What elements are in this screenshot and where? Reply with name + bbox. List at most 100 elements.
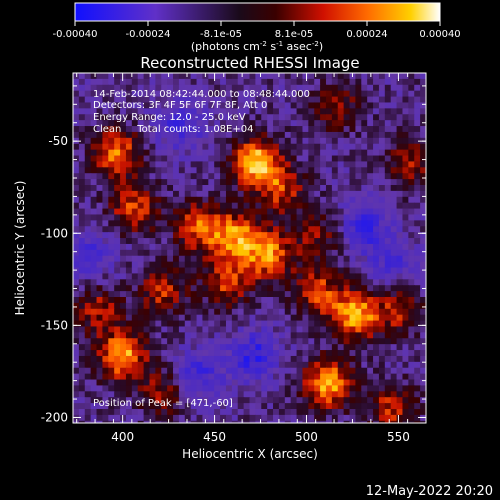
heatmap-cell: [302, 397, 309, 404]
heatmap-cell: [320, 249, 327, 257]
heatmap-cell: [331, 332, 339, 339]
heatmap-cell: [367, 78, 374, 86]
heatmap-cell: [173, 155, 180, 163]
heatmap-cell: [255, 332, 262, 339]
heatmap-cell: [84, 273, 92, 280]
heatmap-cell: [149, 273, 156, 280]
heatmap-cell: [108, 326, 115, 333]
heatmap-cell: [343, 179, 351, 186]
heatmap-cell: [384, 302, 392, 310]
heatmap-cell: [355, 108, 362, 115]
heatmap-cell: [378, 226, 386, 233]
heatmap-cell: [120, 96, 127, 104]
heatmap-cell: [355, 320, 362, 328]
heatmap-cell: [355, 267, 362, 275]
heatmap-cell: [426, 150, 432, 156]
heatmap-cell: [137, 338, 145, 345]
heatmap-cell: [208, 120, 215, 127]
heatmap-cell: [420, 373, 426, 381]
heatmap-cell: [143, 173, 151, 180]
heatmap-cell: [143, 238, 151, 245]
heatmap-cell: [308, 302, 315, 310]
heatmap-cell: [190, 179, 198, 186]
heatmap-cell: [308, 350, 315, 357]
heatmap-cell: [243, 78, 251, 86]
heatmap-cell: [426, 238, 432, 244]
heatmap-cell: [408, 143, 415, 151]
heatmap-cell: [367, 249, 374, 257]
heatmap-cell: [426, 356, 432, 362]
heatmap-cell: [173, 314, 180, 322]
heatmap-cell: [90, 167, 98, 174]
heatmap-cell: [237, 238, 245, 245]
heatmap-cell: [426, 409, 432, 415]
heatmap-cell: [408, 84, 415, 92]
heatmap-cell: [149, 179, 156, 186]
heatmap-cell: [78, 232, 86, 239]
heatmap-cell: [231, 344, 239, 351]
heatmap-cell: [196, 255, 204, 263]
heatmap-cell: [361, 427, 367, 433]
heatmap-cell: [143, 273, 151, 280]
heatmap-cell: [390, 196, 398, 204]
heatmap-cell: [173, 261, 180, 269]
heatmap-cell: [408, 267, 415, 275]
heatmap-cell: [137, 149, 145, 157]
heatmap-cell: [161, 190, 168, 198]
heatmap-cell: [78, 196, 86, 204]
heatmap-cell: [408, 291, 415, 298]
heatmap-cell: [225, 273, 233, 280]
heatmap-cell: [231, 84, 239, 92]
heatmap-cell: [320, 167, 327, 174]
heatmap-cell: [237, 414, 245, 422]
heatmap-cell: [308, 149, 315, 157]
heatmap-cell: [131, 137, 139, 145]
heatmap-cell: [414, 373, 421, 381]
heatmap-cell: [296, 344, 304, 351]
heatmap-cell: [243, 332, 251, 339]
heatmap-cell: [337, 108, 345, 115]
heatmap-cell: [414, 427, 420, 433]
heatmap-cell: [225, 232, 233, 239]
heatmap-cell: [178, 385, 186, 392]
heatmap-cell: [90, 297, 98, 304]
heatmap-cell: [178, 155, 186, 163]
heatmap-cell: [273, 84, 280, 92]
heatmap-cell: [349, 190, 356, 198]
heatmap-cell: [402, 308, 409, 316]
heatmap-cell: [320, 267, 327, 275]
heatmap-cell: [367, 409, 374, 416]
heatmap-cell: [273, 137, 280, 145]
heatmap-cell: [320, 96, 327, 104]
heatmap-cell: [78, 126, 86, 133]
heatmap-cell: [220, 255, 227, 263]
heatmap-cell: [402, 114, 409, 121]
heatmap-cell: [184, 379, 192, 387]
heatmap-cell: [120, 208, 127, 216]
heatmap-cell: [225, 155, 233, 163]
heatmap-cell: [155, 96, 162, 104]
heatmap-cell: [320, 285, 327, 292]
heatmap-cell: [249, 273, 256, 280]
heatmap-cell: [414, 279, 421, 286]
heatmap-cell: [196, 320, 204, 328]
heatmap-cell: [402, 273, 409, 280]
heatmap-cell: [414, 173, 421, 180]
heatmap-cell: [243, 414, 251, 422]
heatmap-cell: [238, 427, 244, 433]
heatmap-cell: [108, 249, 115, 257]
heatmap-cell: [114, 385, 121, 392]
heatmap-cell: [325, 302, 333, 310]
heatmap-cell: [96, 143, 104, 151]
heatmap-cell: [131, 243, 139, 251]
heatmap-cell: [249, 126, 256, 133]
heatmap-cell: [302, 255, 309, 263]
heatmap-cell: [108, 291, 115, 298]
heatmap-cell: [208, 73, 215, 80]
heatmap-cell: [231, 403, 239, 410]
heatmap-cell: [225, 297, 233, 304]
heatmap-cell: [378, 261, 386, 269]
heatmap-cell: [184, 96, 192, 104]
heatmap-cell: [102, 420, 109, 423]
heatmap-cell: [261, 409, 268, 416]
